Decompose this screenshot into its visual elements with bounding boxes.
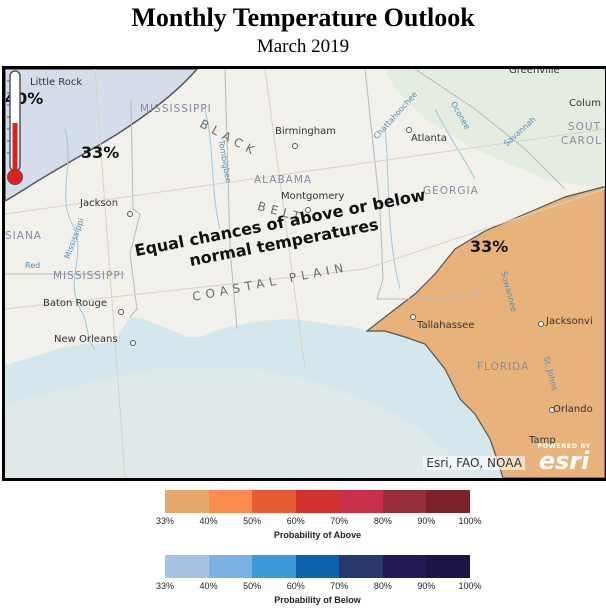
city-label-new-orleans: New Orleans (54, 334, 118, 345)
legend-below-tick: 90% (417, 581, 436, 591)
state-label-georgia: GEORGIA (423, 185, 479, 197)
legend-above-swatch-4 (295, 490, 340, 513)
legend-below-swatch-1 (165, 555, 209, 578)
city-label-tallahassee: Tallahassee (417, 320, 475, 331)
legend-below-tick: 33% (155, 581, 175, 591)
coastal-water (5, 317, 503, 478)
legend-below-tick: 100% (458, 581, 482, 591)
legend-below-bar (165, 555, 471, 578)
below-normal-region (5, 69, 198, 202)
legend-below-swatch-3 (252, 555, 296, 578)
rivers (64, 108, 476, 350)
thermometer-icon (7, 70, 23, 185)
state-label-mississippi-north: MISSISSIPPI (140, 103, 212, 115)
legend-above-tick: 33% (155, 516, 175, 526)
city-label-atlanta: Atlanta (411, 133, 447, 144)
legend-above-tick: 60% (286, 516, 305, 526)
esri-name: esri (538, 447, 590, 475)
esri-powered-label: POWERED BY (537, 442, 591, 450)
legend-below-swatch-7 (426, 555, 471, 578)
legend-above-tick: 80% (373, 516, 392, 526)
city-label-orlando: Orlando (553, 404, 593, 415)
legend-below-tick: 40% (199, 581, 218, 591)
city-label-birmingham: Birmingham (275, 126, 336, 137)
map-attribution: Esri, FAO, NOAA (423, 456, 525, 470)
page-title: Monthly Temperature Outlook (131, 3, 475, 32)
legend-above-tick: 90% (417, 516, 436, 526)
legend-above-caption: Probability of Above (273, 530, 362, 540)
probability-label-below-33: 33% (81, 143, 120, 162)
legend-above-tick: 40% (199, 516, 218, 526)
page-subtitle: March 2019 (256, 36, 350, 57)
state-label-south-carolina-2: CAROL (561, 135, 602, 147)
outlook-map[interactable]: Little Rock Greenville Colum Birmingham … (2, 66, 606, 481)
legend-above-ticks: 33% 40% 50% 60% 70% 80% 90% 100% (156, 516, 482, 530)
legend-above-swatch-6 (382, 490, 427, 513)
legend-below-swatch-5 (339, 555, 383, 578)
legend-above-bar (165, 490, 471, 513)
esri-logo[interactable]: POWERED BY esri (533, 442, 595, 475)
legend-below-caption: Probability of Below (274, 595, 361, 605)
city-label-little-rock: Little Rock (30, 77, 83, 88)
state-label-south-carolina-1: SOUT (568, 121, 602, 133)
legend-below-tick: 80% (373, 581, 392, 591)
legend-below-swatch-4 (295, 555, 340, 578)
city-label-columbia: Colum (569, 98, 601, 109)
legend-above-swatch-7 (426, 490, 471, 513)
legend-above-tick: 100% (458, 516, 482, 526)
terrain-shade (385, 69, 605, 189)
above-normal-region (365, 186, 605, 478)
roads (5, 69, 605, 478)
river-label-red: Red (25, 261, 41, 270)
city-label-jacksonville: Jacksonvi (546, 316, 593, 327)
legend-above-swatch-2 (208, 490, 253, 513)
state-label-mississippi-south: MISSISSIPPI (53, 270, 125, 282)
legend-below-tick: 70% (330, 581, 349, 591)
legend-above-tick: 50% (243, 516, 262, 526)
state-label-alabama: ALABAMA (254, 174, 313, 186)
legend-below-tick: 60% (286, 581, 305, 591)
legend-below-tick: 50% (243, 581, 262, 591)
legend-above-swatch-3 (252, 490, 296, 513)
legend-above: 33% 40% 50% 60% 70% 80% 90% 100% Probabi… (156, 490, 482, 540)
city-label-baton-rouge: Baton Rouge (43, 298, 107, 309)
state-label-louisiana: SIANA (5, 230, 42, 242)
legend-below-ticks: 33% 40% 50% 60% 70% 80% 90% 100% (156, 581, 482, 595)
city-markers (118, 127, 555, 413)
probability-label-above-33: 33% (470, 237, 509, 256)
legend-below-swatch-2 (208, 555, 253, 578)
legend-below: 33% 40% 50% 60% 70% 80% 90% 100% Probabi… (156, 555, 482, 605)
state-label-florida: FLORIDA (477, 361, 530, 373)
state-borders (5, 69, 566, 330)
legend-above-swatch-5 (339, 490, 383, 513)
legend-above-swatch-1 (165, 490, 209, 513)
city-label-montgomery: Montgomery (281, 191, 345, 202)
legend-above-tick: 70% (330, 516, 349, 526)
city-label-tampa: Tamp (529, 435, 556, 446)
legend-below-swatch-6 (382, 555, 427, 578)
city-label-greenville: Greenville (509, 66, 560, 76)
city-label-jackson: Jackson (80, 198, 119, 209)
map-base (5, 69, 605, 478)
